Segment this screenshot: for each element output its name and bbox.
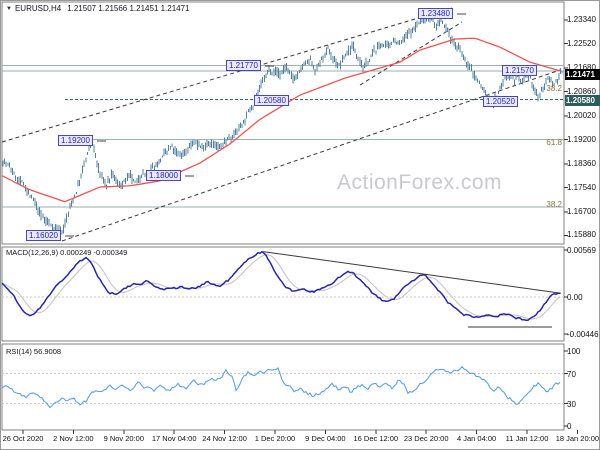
time-tick-label: 17 Nov 04:00 bbox=[151, 434, 197, 443]
price-tick-label: 1.23340 bbox=[567, 15, 596, 24]
price-annotation-label[interactable]: 1.21770 bbox=[226, 60, 261, 71]
macd-trendline[interactable] bbox=[262, 251, 562, 294]
macd-tick-label: -0.00446 bbox=[567, 329, 599, 339]
fib-level-label: 61.8 bbox=[546, 137, 562, 147]
macd-main-line bbox=[1, 250, 561, 321]
price-annotation-label[interactable]: 1.21570 bbox=[502, 65, 537, 76]
rsi-tick-label: 100 bbox=[567, 347, 581, 356]
macd-signal-line bbox=[1, 254, 561, 320]
time-tick-label: 9 Dec 04:00 bbox=[305, 434, 346, 443]
rsi-tick-label: 30 bbox=[567, 399, 576, 409]
candlestick-series bbox=[2, 14, 563, 235]
main-panel-frame bbox=[1, 1, 565, 245]
time-tick-label: 26 Oct 2020 bbox=[2, 434, 44, 443]
time-tick-label: 18 Jan 20:00 bbox=[555, 434, 600, 443]
fib-level-label: 38.2 bbox=[546, 83, 562, 93]
macd-tick-label: 0.00569 bbox=[567, 246, 596, 255]
time-tick-label: 24 Nov 12:00 bbox=[202, 434, 247, 443]
watermark: ActionForex.com bbox=[337, 171, 503, 194]
macd-panel-frame bbox=[1, 246, 565, 342]
macd-tick-label: 0.00 bbox=[567, 293, 583, 302]
rsi-indicator-title: RSI(14) 56.9008 bbox=[6, 347, 62, 356]
symbol-name: EURUSD,H4 bbox=[14, 4, 62, 13]
price-tick-label: 1.21680 bbox=[567, 62, 596, 72]
macd-indicator-title: MACD(12,26,9) 0.000249 -0.000349 bbox=[6, 248, 128, 257]
support-price-tag: 1.20580 bbox=[565, 94, 600, 106]
rsi-tick-label: 0 bbox=[567, 422, 572, 431]
price-tick-label: 1.15880 bbox=[567, 230, 596, 240]
chart-title: ▼ EURUSD,H4 1.21507 1.21566 1.21451 1.2147… bbox=[6, 4, 190, 13]
time-tick-label: 11 Jan 12:00 bbox=[505, 434, 549, 443]
moving-average-line bbox=[1, 37, 561, 203]
price-annotation-label[interactable]: 1.20520 bbox=[483, 96, 518, 107]
price-annotation-label[interactable]: 1.16020 bbox=[26, 230, 61, 241]
price-tick-label: 1.22520 bbox=[567, 38, 596, 48]
price-tick-label: 1.18360 bbox=[567, 158, 596, 168]
price-tick-label: 1.17540 bbox=[567, 182, 596, 192]
time-tick-label: 16 Dec 12:00 bbox=[353, 434, 399, 443]
price-trendline-1[interactable] bbox=[1, 7, 453, 143]
symbol-dropdown-icon[interactable]: ▼ bbox=[6, 6, 12, 12]
fib-level-label: 38.2 bbox=[546, 199, 562, 209]
time-tick-label: 9 Nov 20:00 bbox=[103, 434, 145, 443]
price-annotation-label[interactable]: 1.23480 bbox=[418, 8, 453, 19]
price-annotation-label[interactable]: 1.20580 bbox=[254, 95, 289, 106]
symbol-quotes: 1.21507 1.21566 1.21451 1.21471 bbox=[67, 4, 190, 13]
time-tick-label: 23 Dec 20:00 bbox=[403, 434, 449, 443]
time-tick-label: 4 Jan 04:00 bbox=[456, 434, 497, 443]
time-tick-label: 1 Dec 20:00 bbox=[254, 434, 296, 443]
rsi-tick-label: 70 bbox=[567, 369, 576, 379]
price-trendline-2[interactable] bbox=[61, 69, 561, 242]
current-price-tag: 1.21471 bbox=[565, 68, 600, 80]
price-trendline-3[interactable] bbox=[359, 21, 463, 86]
price-annotation-label[interactable]: 1.18000 bbox=[146, 170, 181, 181]
rsi-line bbox=[1, 365, 561, 409]
price-annotation-label[interactable]: 1.19200 bbox=[58, 135, 93, 146]
price-tick-label: 1.20020 bbox=[567, 110, 596, 120]
price-tick-label: 1.19200 bbox=[567, 134, 596, 144]
rsi-panel-frame bbox=[1, 343, 565, 431]
price-tick-label: 1.16700 bbox=[567, 206, 596, 216]
time-tick-label: 2 Nov 12:00 bbox=[53, 434, 94, 443]
price-tick-label: 1.20860 bbox=[567, 86, 596, 96]
